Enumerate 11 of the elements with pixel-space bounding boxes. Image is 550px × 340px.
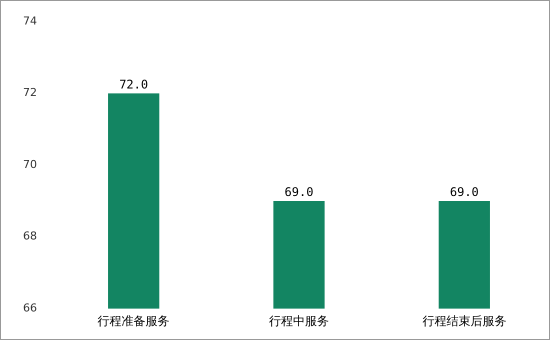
y-tick-label: 74 — [22, 14, 37, 28]
data-label: 72.0 — [119, 77, 148, 92]
y-tick-label: 68 — [22, 230, 37, 243]
data-label: 69.0 — [450, 185, 479, 200]
x-tick-label: 行程结束后服务 — [422, 314, 506, 328]
x-tick-label: 行程准备服务 — [98, 314, 170, 328]
y-tick-label: 70 — [22, 158, 37, 171]
y-tick-label: 66 — [22, 301, 37, 314]
x-tick-label: 行程中服务 — [269, 314, 329, 328]
y-tick-label: 72 — [22, 86, 37, 100]
data-label: 69.0 — [284, 185, 314, 200]
